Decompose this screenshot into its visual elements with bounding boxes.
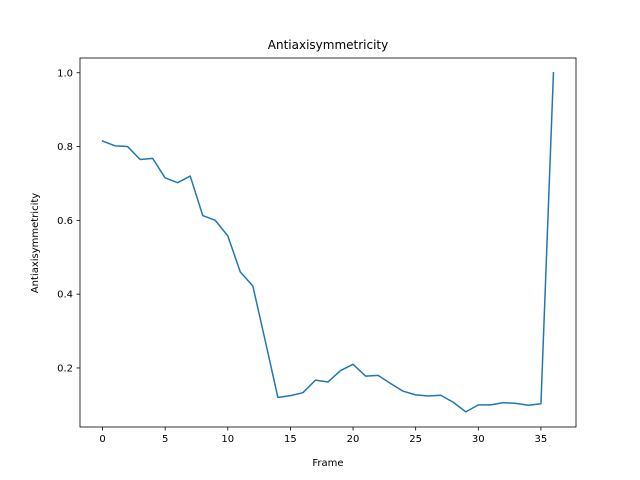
x-tick-label: 15 xyxy=(284,434,297,445)
x-axis-label: Frame xyxy=(312,458,343,469)
axes-frame xyxy=(79,57,577,428)
y-tick-label: 0.6 xyxy=(57,216,73,227)
x-tick-label: 20 xyxy=(347,434,360,445)
y-tick-label: 0.8 xyxy=(57,142,73,153)
y-tick-label: 1.0 xyxy=(57,68,73,79)
y-tick-label: 0.2 xyxy=(57,363,73,374)
x-tick-label: 10 xyxy=(221,434,234,445)
y-tick-label: 0.4 xyxy=(57,290,73,301)
y-axis-label: Antiaxisymmetricity xyxy=(30,193,41,293)
x-tick-label: 25 xyxy=(409,434,422,445)
x-tick-label: 0 xyxy=(99,434,105,445)
chart-title: Antiaxisymmetricity xyxy=(268,38,388,52)
x-tick-label: 35 xyxy=(535,434,548,445)
x-tick-label: 5 xyxy=(162,434,168,445)
series-line-0 xyxy=(101,71,555,413)
axes: 0 5 10 15 20 25 30 35 0.2 0.4 0.6 0.8 1.0 xyxy=(57,57,577,445)
x-tick-label: 30 xyxy=(472,434,485,445)
plot-area xyxy=(101,71,555,413)
